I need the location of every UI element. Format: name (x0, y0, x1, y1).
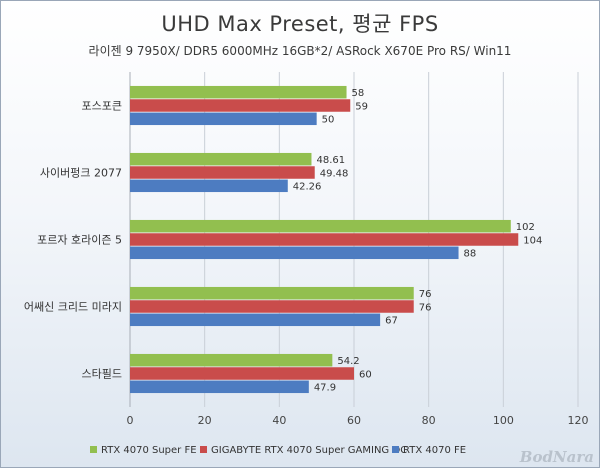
data-label: 104 (523, 235, 542, 246)
bar (130, 353, 333, 367)
data-label: 60 (359, 369, 372, 380)
chart-subtitle: 라이젠 9 7950X/ DDR5 6000MHz 16GB*2/ ASRock… (88, 44, 512, 58)
data-label: 50 (322, 115, 335, 126)
category-label: 스타필드 (82, 368, 122, 381)
x-tick-label: 100 (493, 414, 514, 427)
data-label: 76 (419, 302, 432, 313)
bar (130, 179, 288, 193)
data-label: 54.2 (337, 356, 359, 367)
bar (130, 380, 309, 394)
legend-label: GIGABYTE RTX 4070 Super GAMING OC (211, 445, 408, 456)
category-label: 포르자 호라이즌 5 (37, 234, 122, 247)
bar (130, 166, 315, 179)
legend-item: GIGABYTE RTX 4070 Super GAMING OC (200, 445, 407, 456)
bar (130, 286, 414, 300)
chart-title: UHD Max Preset, 평균 FPS (161, 12, 439, 36)
legend-item: RTX 4070 FE (392, 445, 466, 456)
bar (130, 233, 519, 246)
data-label: 102 (516, 222, 535, 233)
bar (130, 99, 351, 112)
x-tick-label: 20 (198, 414, 212, 427)
data-label: 88 (464, 249, 477, 260)
data-label: 42.26 (293, 182, 322, 193)
x-tick-label: 60 (347, 414, 361, 427)
bar (130, 152, 312, 166)
legend-label: RTX 4070 FE (403, 445, 467, 456)
legend-swatch (90, 446, 97, 453)
legend-swatch (392, 446, 399, 453)
data-label: 47.9 (314, 383, 336, 394)
x-tick-label: 40 (272, 414, 286, 427)
bar (130, 367, 354, 380)
data-label: 76 (419, 289, 432, 300)
bar (130, 300, 414, 313)
data-label: 67 (385, 316, 398, 327)
data-label: 59 (355, 101, 368, 112)
x-tick-label: 0 (127, 414, 134, 427)
bar (130, 219, 511, 233)
category-label: 사이버펑크 2077 (40, 167, 122, 180)
watermark-logo: BodNara (519, 448, 594, 466)
legend-swatch (200, 446, 207, 453)
x-tick-label: 120 (568, 414, 589, 427)
bar-chart: 0 20 40 60 80 100 120 포스포큰 58 59 50 사이버펑크 2077 48.61… (24, 72, 589, 427)
data-label: 48.61 (316, 155, 345, 166)
category-label: 포스포큰 (82, 100, 122, 113)
legend-label: RTX 4070 Super FE (101, 445, 197, 456)
bar (130, 85, 347, 99)
legend-item: RTX 4070 Super FE (90, 445, 197, 456)
bar (130, 313, 381, 327)
data-label: 58 (352, 88, 365, 99)
bar (130, 246, 459, 260)
bar (130, 112, 317, 126)
legend: RTX 4070 Super FE GIGABYTE RTX 4070 Super… (0, 445, 600, 461)
x-tick-label: 80 (422, 414, 436, 427)
category-label: 어쌔신 크리드 미라지 (24, 301, 122, 314)
data-label: 49.48 (320, 168, 349, 179)
